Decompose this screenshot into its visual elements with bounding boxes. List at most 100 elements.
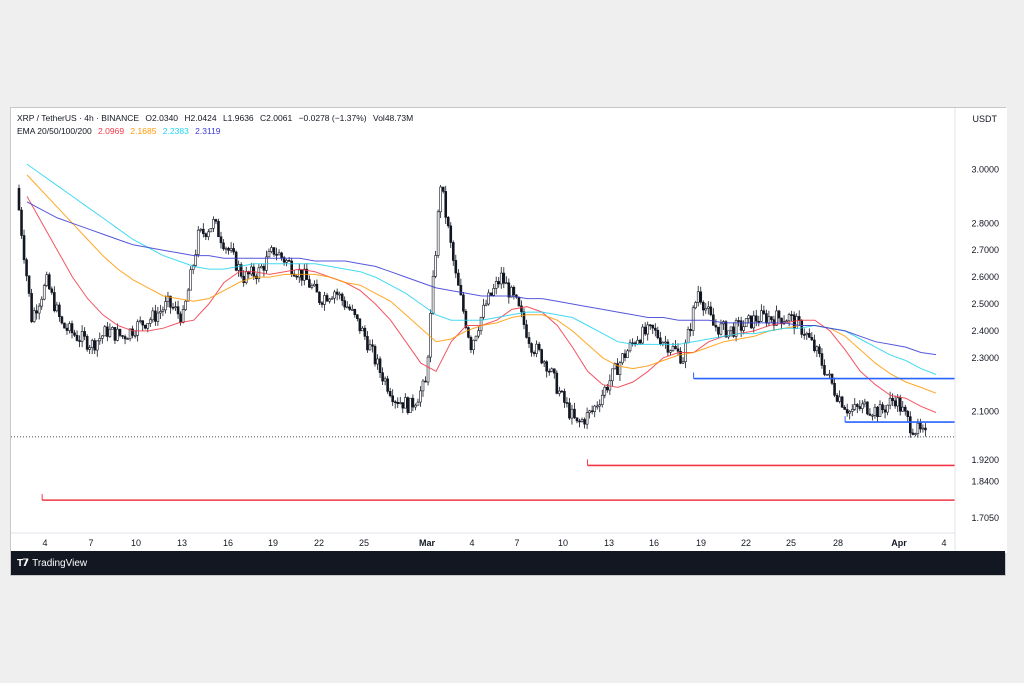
candle-body <box>17 188 21 211</box>
symbol-title[interactable]: XRP / TetherUS · 4h · BINANCE <box>17 113 140 123</box>
candle-body <box>282 257 286 263</box>
candle-body <box>653 327 657 331</box>
candle-body <box>474 335 478 341</box>
candle-body <box>517 296 521 307</box>
candle-body <box>595 405 599 408</box>
ema-line-ema-50 <box>26 174 937 394</box>
candle-body <box>464 310 468 328</box>
candle-body <box>590 410 594 413</box>
time-tick-label: 16 <box>223 538 233 548</box>
candle-body <box>676 348 680 352</box>
candle-body <box>361 327 364 332</box>
candle-body <box>234 251 238 271</box>
candle-body <box>90 340 94 348</box>
brand-name[interactable]: TradingView <box>32 557 88 569</box>
candle-body <box>113 327 117 341</box>
candle-body <box>888 397 892 406</box>
candle-body <box>260 266 263 269</box>
candle-body <box>202 228 205 234</box>
candle-body <box>646 324 650 335</box>
time-tick-label: 4 <box>42 538 47 548</box>
candle-body <box>174 306 177 309</box>
candle-body <box>426 356 430 383</box>
currency-label[interactable]: USDT <box>972 114 998 124</box>
time-tick-label: 25 <box>786 538 796 548</box>
time-tick-label: 16 <box>649 538 659 548</box>
candle-body <box>386 378 389 392</box>
candle-body <box>27 275 31 294</box>
candle-body <box>65 327 69 331</box>
candle-body <box>641 326 644 344</box>
candle-body <box>280 252 283 258</box>
candle-body <box>257 267 261 280</box>
candle-body <box>600 394 604 405</box>
ema200-value: 2.3119 <box>195 126 221 136</box>
candle-body <box>143 324 147 329</box>
candle-body <box>790 314 793 316</box>
candle-body <box>343 300 347 308</box>
time-tick-label: 7 <box>514 538 519 548</box>
tradingview-logo-icon[interactable]: T𝟳 <box>17 557 29 569</box>
candle-body <box>285 260 288 263</box>
time-tick-label: 28 <box>833 538 843 548</box>
candle-body <box>858 406 862 409</box>
candle-body <box>903 406 907 412</box>
candle-body <box>565 402 569 404</box>
candle-body <box>287 260 291 262</box>
candle-body <box>133 334 137 337</box>
candle-body <box>217 221 220 238</box>
candle-body <box>199 228 203 231</box>
candle-body <box>431 275 435 314</box>
time-tick-label: 10 <box>558 538 568 548</box>
candle-body <box>166 295 170 302</box>
candle-body <box>696 291 700 303</box>
candle-body <box>78 340 81 342</box>
candle-body <box>196 229 200 255</box>
candle-body <box>537 343 541 350</box>
candle-body <box>95 340 99 351</box>
price-chart[interactable]: 2.22312.06121.90011.77112.006102:05:27 3… <box>11 108 1007 577</box>
candle-body <box>749 315 753 329</box>
candle-body <box>404 397 407 409</box>
candle-body <box>318 291 321 304</box>
price-tick-label: 1.7050 <box>971 513 999 523</box>
candle-body <box>563 391 566 403</box>
candle-body <box>578 420 581 423</box>
candle-body <box>611 368 614 382</box>
candle-body <box>88 347 91 350</box>
candle-body <box>583 419 586 425</box>
candle-body <box>911 432 915 435</box>
candle-body <box>156 312 160 322</box>
candle-body <box>335 291 339 295</box>
candle-body <box>239 264 243 277</box>
price-tick-label: 2.7000 <box>971 245 999 255</box>
candle-body <box>297 269 301 278</box>
candle-body <box>489 292 493 296</box>
candle-body <box>547 370 551 373</box>
candle-body <box>451 242 455 261</box>
candle-body <box>340 293 344 301</box>
candle-body <box>691 307 695 331</box>
candle-body <box>154 310 157 322</box>
candle-body <box>424 380 427 383</box>
candle-body <box>128 328 132 339</box>
ema-legend[interactable]: EMA 20/50/100/200 2.0969 2.1685 2.2383 2… <box>17 126 225 136</box>
candle-body <box>555 372 559 394</box>
candle-body <box>724 321 728 338</box>
candle-body <box>558 390 561 394</box>
candle-body <box>747 315 751 319</box>
ema20-value: 2.0969 <box>98 126 125 136</box>
candle-body <box>813 339 816 352</box>
candle-body <box>752 315 756 329</box>
candle-body <box>896 397 900 407</box>
candle-body <box>760 310 763 322</box>
candle-body <box>505 282 508 285</box>
ema-line-ema-20 <box>26 196 937 413</box>
candle-body <box>237 264 240 271</box>
candle-body <box>106 326 109 337</box>
candle-body <box>898 397 902 412</box>
candle-body <box>358 318 362 332</box>
candle-body <box>828 373 831 376</box>
candle-body <box>914 433 917 435</box>
candle-body <box>179 313 182 323</box>
